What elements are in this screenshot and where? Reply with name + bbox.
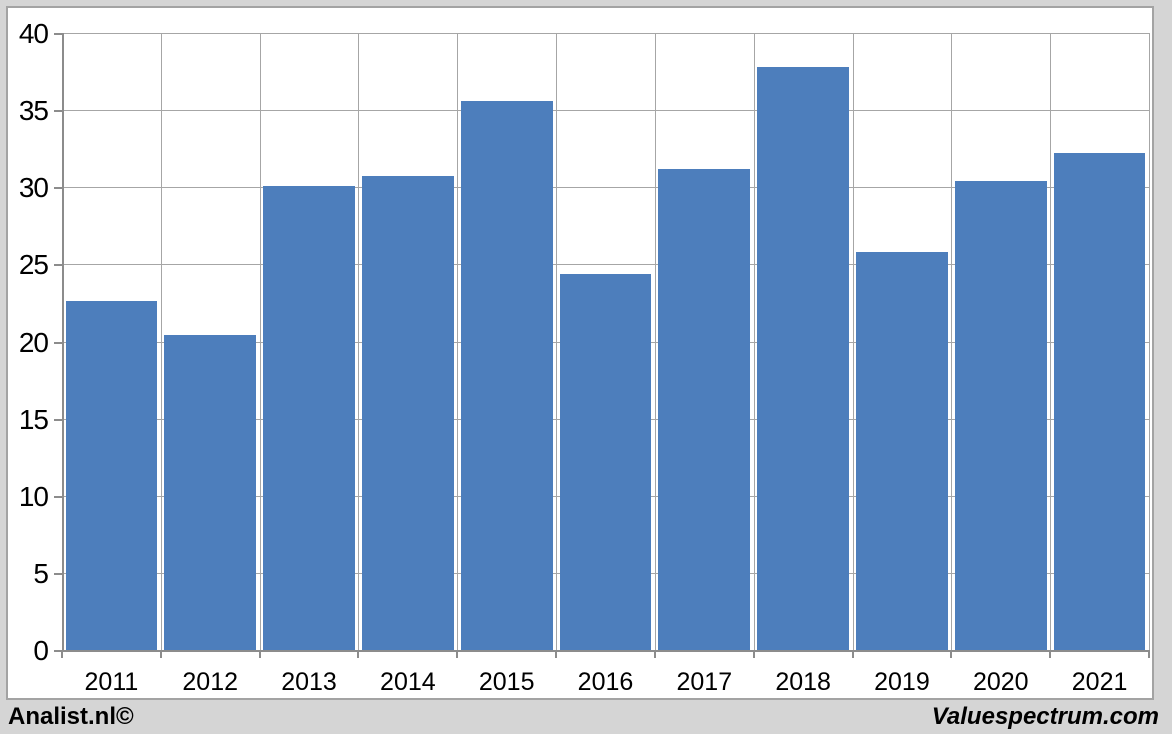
y-axis-tick [54, 495, 62, 498]
v-gridline [259, 33, 261, 650]
bar-chart: 0 5 10 15 20 25 30 35 40 2011 2012 2013 2014 2015 2016… [8, 8, 1152, 698]
x-axis-label: 2017 [676, 668, 733, 696]
y-axis-label: 40 [18, 18, 49, 49]
x-axis-tick [61, 650, 63, 658]
v-gridline [556, 33, 558, 650]
v-gridline [160, 33, 162, 650]
x-axis-tick [159, 650, 162, 658]
bar-2014 [361, 176, 454, 650]
h-gridline [62, 264, 1149, 266]
x-axis-label: 2021 [1071, 668, 1128, 696]
bar-2021 [1053, 153, 1146, 650]
v-gridline [1149, 33, 1150, 650]
y-axis-tick [54, 187, 62, 190]
v-gridline [358, 33, 360, 650]
y-axis-tick [54, 418, 62, 421]
x-axis-tick [653, 650, 656, 658]
y-axis-tick [54, 33, 62, 35]
bar-2012 [164, 335, 257, 650]
v-gridline [1050, 33, 1052, 650]
x-axis-label: 2012 [182, 668, 239, 696]
x-axis-label: 2014 [380, 668, 436, 696]
x-axis-label: 2018 [775, 668, 831, 696]
x-axis-tick [555, 650, 558, 658]
analist-watermark: Analist.nl© [8, 703, 134, 730]
v-gridline [753, 33, 755, 650]
x-axis-tick [456, 650, 459, 658]
x-axis-line [62, 650, 1149, 652]
y-axis-line [62, 33, 64, 650]
x-axis-tick [1049, 650, 1052, 658]
x-axis-tick [950, 650, 953, 658]
footer-bar: Analist.nl© Valuespectrum.com [0, 700, 1172, 734]
x-axis-tick [851, 650, 854, 658]
x-axis-tick [258, 650, 261, 658]
y-axis-tick [54, 572, 62, 575]
y-axis-label: 5 [33, 557, 49, 589]
v-gridline [457, 33, 459, 650]
bar-2015 [460, 100, 553, 650]
h-gridline [62, 33, 1149, 34]
y-axis-label: 30 [18, 172, 49, 204]
v-gridline [654, 33, 656, 650]
v-gridline [852, 33, 854, 650]
x-axis-label: 2016 [577, 668, 634, 696]
y-axis-label: 35 [18, 95, 49, 127]
bar-2020 [954, 181, 1047, 650]
x-axis-label: 2019 [874, 668, 930, 696]
bar-2017 [658, 168, 751, 650]
y-axis-label: 0 [33, 635, 49, 666]
y-axis-label: 10 [18, 480, 49, 512]
x-axis-tick [1148, 650, 1150, 658]
y-axis-label: 25 [18, 249, 49, 281]
x-axis-label: 2020 [972, 668, 1029, 696]
x-axis-label: 2015 [478, 668, 535, 696]
y-axis-tick [54, 650, 62, 652]
x-axis-tick [752, 650, 755, 658]
x-axis-label: 2011 [84, 668, 139, 696]
valuespectrum-watermark: Valuespectrum.com [931, 703, 1159, 730]
v-gridline [951, 33, 953, 650]
x-axis-label: 2013 [281, 668, 337, 696]
y-axis-tick [54, 264, 62, 267]
y-axis-tick [54, 341, 62, 344]
y-axis-label: 20 [18, 326, 49, 358]
x-axis-tick [357, 650, 360, 658]
bar-2019 [856, 252, 948, 650]
chart-panel: 0 5 10 15 20 25 30 35 40 2011 2012 2013 2014 2015 2016… [6, 6, 1154, 700]
bar-2016 [559, 273, 652, 650]
bar-2018 [757, 66, 850, 650]
y-axis-label: 15 [18, 403, 49, 435]
h-gridline [62, 187, 1149, 189]
bar-2011 [65, 301, 158, 650]
bar-2013 [263, 185, 355, 650]
h-gridline [62, 110, 1149, 112]
y-axis-tick [54, 110, 62, 113]
